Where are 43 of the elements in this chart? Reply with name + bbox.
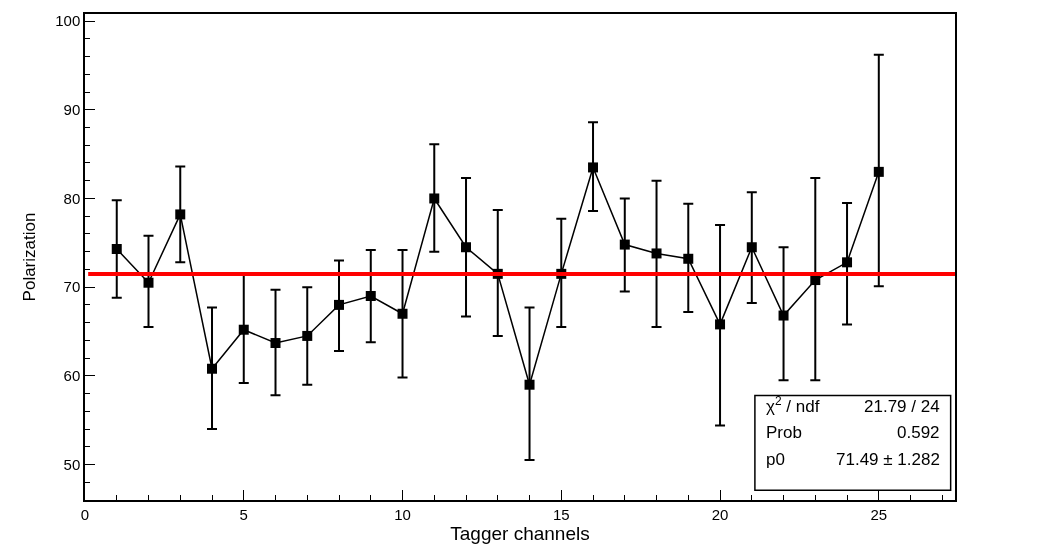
annotation: χ$^{2}$ / ndf [766,394,820,417]
x-tick-label: 5 [239,505,248,523]
point [302,330,313,341]
y-tick-label: 60 [63,367,81,385]
point [619,239,630,250]
x-tick-label: 0 [80,505,90,523]
y-tick-label: 100 [55,12,81,30]
y-tick-label: 80 [63,189,81,207]
point [365,291,376,302]
annotation: p0 [766,450,785,469]
point [207,363,218,374]
point [873,166,884,177]
point [111,244,122,255]
point [524,379,535,390]
point [334,299,345,310]
point [588,162,599,173]
y-tick-label: 90 [63,101,81,119]
point [461,242,472,253]
annotation: 21.79 / 24 [864,397,940,416]
point [429,193,440,204]
point [842,257,853,268]
point [715,319,726,330]
annotation: Prob [766,423,802,442]
point [651,248,662,259]
point [746,242,757,253]
point [778,310,789,321]
annotation: 71.49 ± 1.282 [836,450,940,469]
point [175,209,186,220]
point [270,338,281,349]
x-tick-label: 20 [711,505,729,523]
x-axis-title: Tagger channels [450,522,590,544]
x-tick-label: 10 [394,505,411,523]
y-axis-title: Polarization [20,212,40,302]
annotation: 0.592 [897,423,940,442]
point [397,308,408,319]
point [683,253,694,264]
y-tick-label: 50 [63,455,81,473]
point [143,277,154,288]
x-tick-label: 15 [552,505,570,523]
y-tick-label: 70 [63,278,81,296]
point [238,324,249,335]
x-tick-label: 25 [870,505,888,523]
point [810,275,821,286]
